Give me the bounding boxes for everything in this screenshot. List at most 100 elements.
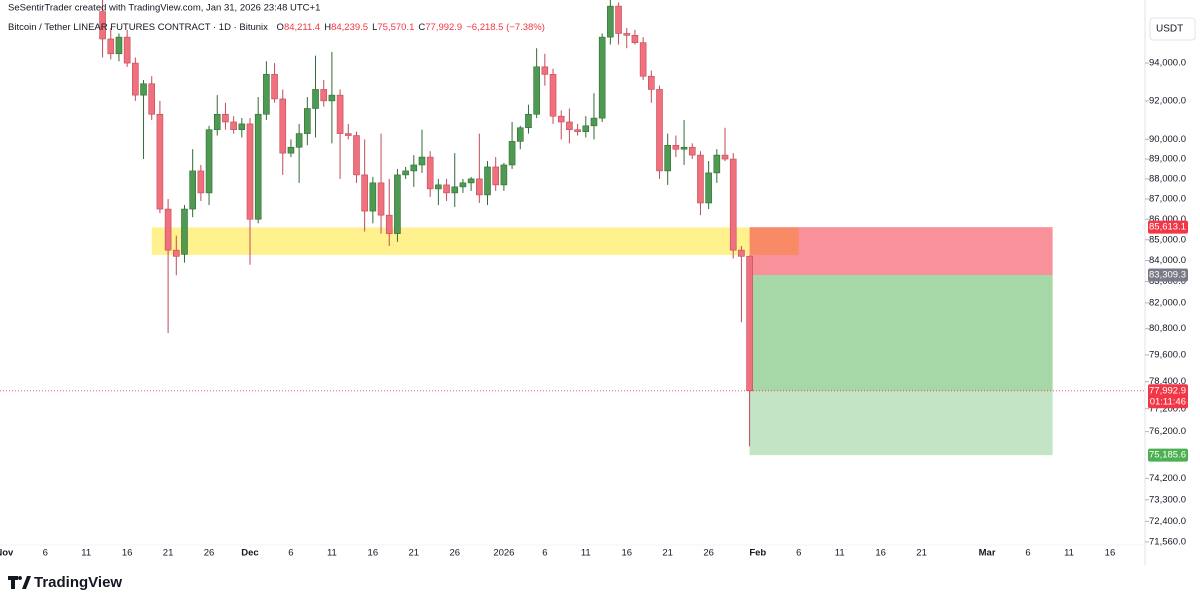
x-tick-label: 21 bbox=[163, 548, 174, 559]
candle-body bbox=[230, 121, 237, 131]
candle-body bbox=[123, 36, 131, 64]
y-tick-label: 87,000.0 bbox=[1149, 193, 1186, 204]
header-title: SeSentirTrader created with TradingView.… bbox=[8, 3, 320, 14]
x-tick-label: 11 bbox=[327, 548, 337, 559]
currency-box bbox=[1149, 17, 1196, 41]
candle-body bbox=[426, 156, 434, 190]
currency: USDT bbox=[1156, 24, 1183, 35]
candle-body bbox=[615, 5, 622, 34]
x-tick-label: 16 bbox=[875, 548, 886, 559]
candle-body bbox=[279, 98, 287, 154]
candle-body bbox=[566, 121, 573, 131]
ohlc-value: 77,992.9 bbox=[425, 22, 462, 33]
candle-body bbox=[213, 113, 221, 131]
x-tick-label: 11 bbox=[1064, 548, 1074, 559]
candle-body bbox=[140, 83, 147, 96]
risk-zone bbox=[749, 227, 1053, 276]
candle-body bbox=[697, 154, 704, 204]
y-tick-label: 92,000.0 bbox=[1149, 95, 1186, 106]
candle-body bbox=[369, 182, 377, 212]
ohlc-key: O bbox=[277, 22, 284, 33]
candle-body bbox=[598, 36, 606, 119]
entry-label: 83,309.3 bbox=[1149, 270, 1186, 281]
candle-body bbox=[607, 5, 614, 38]
candle-body bbox=[688, 146, 696, 156]
candle-body bbox=[623, 33, 631, 36]
y-tick-label: 82,000.0 bbox=[1149, 297, 1186, 308]
y-tick-label: 73,300.0 bbox=[1149, 494, 1186, 505]
y-tick-label: 88,000.0 bbox=[1149, 173, 1186, 184]
candle-body bbox=[500, 164, 508, 186]
candle-body bbox=[189, 170, 196, 210]
candle-body bbox=[353, 135, 360, 176]
candle-body bbox=[631, 35, 639, 43]
candle-body bbox=[664, 144, 671, 172]
candle-body bbox=[459, 182, 467, 188]
candle-body bbox=[435, 184, 442, 190]
x-tick-label: 6 bbox=[288, 548, 293, 559]
candle-body bbox=[197, 170, 205, 194]
y-tick-label: 90,000.0 bbox=[1149, 134, 1186, 145]
x-tick-label: 26 bbox=[703, 548, 714, 559]
candle-body bbox=[672, 144, 680, 150]
candle-body bbox=[394, 174, 401, 234]
x-tick-label: 2026 bbox=[493, 548, 514, 559]
x-tick-label: 21 bbox=[916, 548, 927, 559]
candle-body bbox=[533, 66, 540, 115]
candle-body bbox=[574, 129, 581, 132]
candle-body bbox=[287, 146, 295, 154]
candle-body bbox=[738, 249, 745, 257]
candle-body bbox=[476, 178, 483, 196]
candle-body bbox=[746, 255, 753, 392]
candle-body bbox=[451, 186, 459, 194]
reward-zone bbox=[749, 275, 1053, 456]
x-tick-label: 26 bbox=[449, 548, 460, 559]
candle-body bbox=[516, 127, 524, 142]
candle-body bbox=[402, 170, 409, 176]
ohlc-value: 84,239.5 bbox=[331, 22, 368, 33]
y-tick-label: 71,560.0 bbox=[1149, 536, 1186, 547]
ohlc-key: L bbox=[372, 22, 377, 33]
candle-body bbox=[680, 146, 688, 150]
y-tick-label: 74,200.0 bbox=[1149, 473, 1186, 484]
candle-body bbox=[467, 178, 475, 184]
symbol: Bitcoin / Tether LINEAR FUTURES CONTRACT… bbox=[8, 22, 268, 33]
candle-body bbox=[164, 208, 172, 251]
candle-body bbox=[541, 66, 549, 75]
x-tick-label: 21 bbox=[662, 548, 673, 559]
ohlc-value: 75,570.1 bbox=[377, 22, 414, 33]
candle-body bbox=[238, 123, 246, 131]
candle-body bbox=[99, 11, 106, 40]
x-tick-label: 21 bbox=[409, 548, 420, 559]
y-tick-label: 80,800.0 bbox=[1149, 323, 1186, 334]
symbol-legend: Bitcoin / Tether LINEAR FUTURES CONTRACT… bbox=[8, 22, 545, 33]
candle-body bbox=[418, 156, 426, 166]
y-tick-label: 77,200.0 bbox=[1149, 403, 1186, 414]
candle-body bbox=[328, 94, 336, 102]
change: −6,218.5 (−7.38%) bbox=[466, 22, 545, 33]
x-tick-label: 6 bbox=[1025, 548, 1030, 559]
candle-body bbox=[295, 133, 303, 148]
brand-logo: TradingView bbox=[8, 574, 122, 591]
candle-body bbox=[705, 172, 712, 204]
candle-body bbox=[115, 36, 123, 55]
candle-body bbox=[492, 166, 500, 186]
candle-body bbox=[385, 214, 393, 234]
y-tick-label: 79,600.0 bbox=[1149, 350, 1186, 361]
candle-body bbox=[721, 154, 729, 160]
candle-body bbox=[582, 125, 590, 132]
candle-body bbox=[181, 208, 188, 255]
x-tick-label: 16 bbox=[621, 548, 632, 559]
x-tick-label: 6 bbox=[43, 548, 48, 559]
entry-label-bg bbox=[1148, 268, 1188, 282]
candle-body bbox=[557, 115, 565, 123]
x-tick-label: 11 bbox=[835, 548, 845, 559]
plot-area bbox=[0, 0, 1145, 456]
candle-body bbox=[156, 113, 164, 210]
reward-realized bbox=[749, 275, 1053, 391]
x-tick-label: 16 bbox=[122, 548, 133, 559]
candle-body bbox=[263, 74, 270, 115]
x-tick-label: 6 bbox=[796, 548, 801, 559]
x-tick-label: 26 bbox=[204, 548, 215, 559]
